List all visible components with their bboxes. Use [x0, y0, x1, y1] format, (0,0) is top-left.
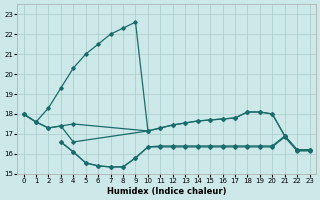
- X-axis label: Humidex (Indice chaleur): Humidex (Indice chaleur): [107, 187, 226, 196]
